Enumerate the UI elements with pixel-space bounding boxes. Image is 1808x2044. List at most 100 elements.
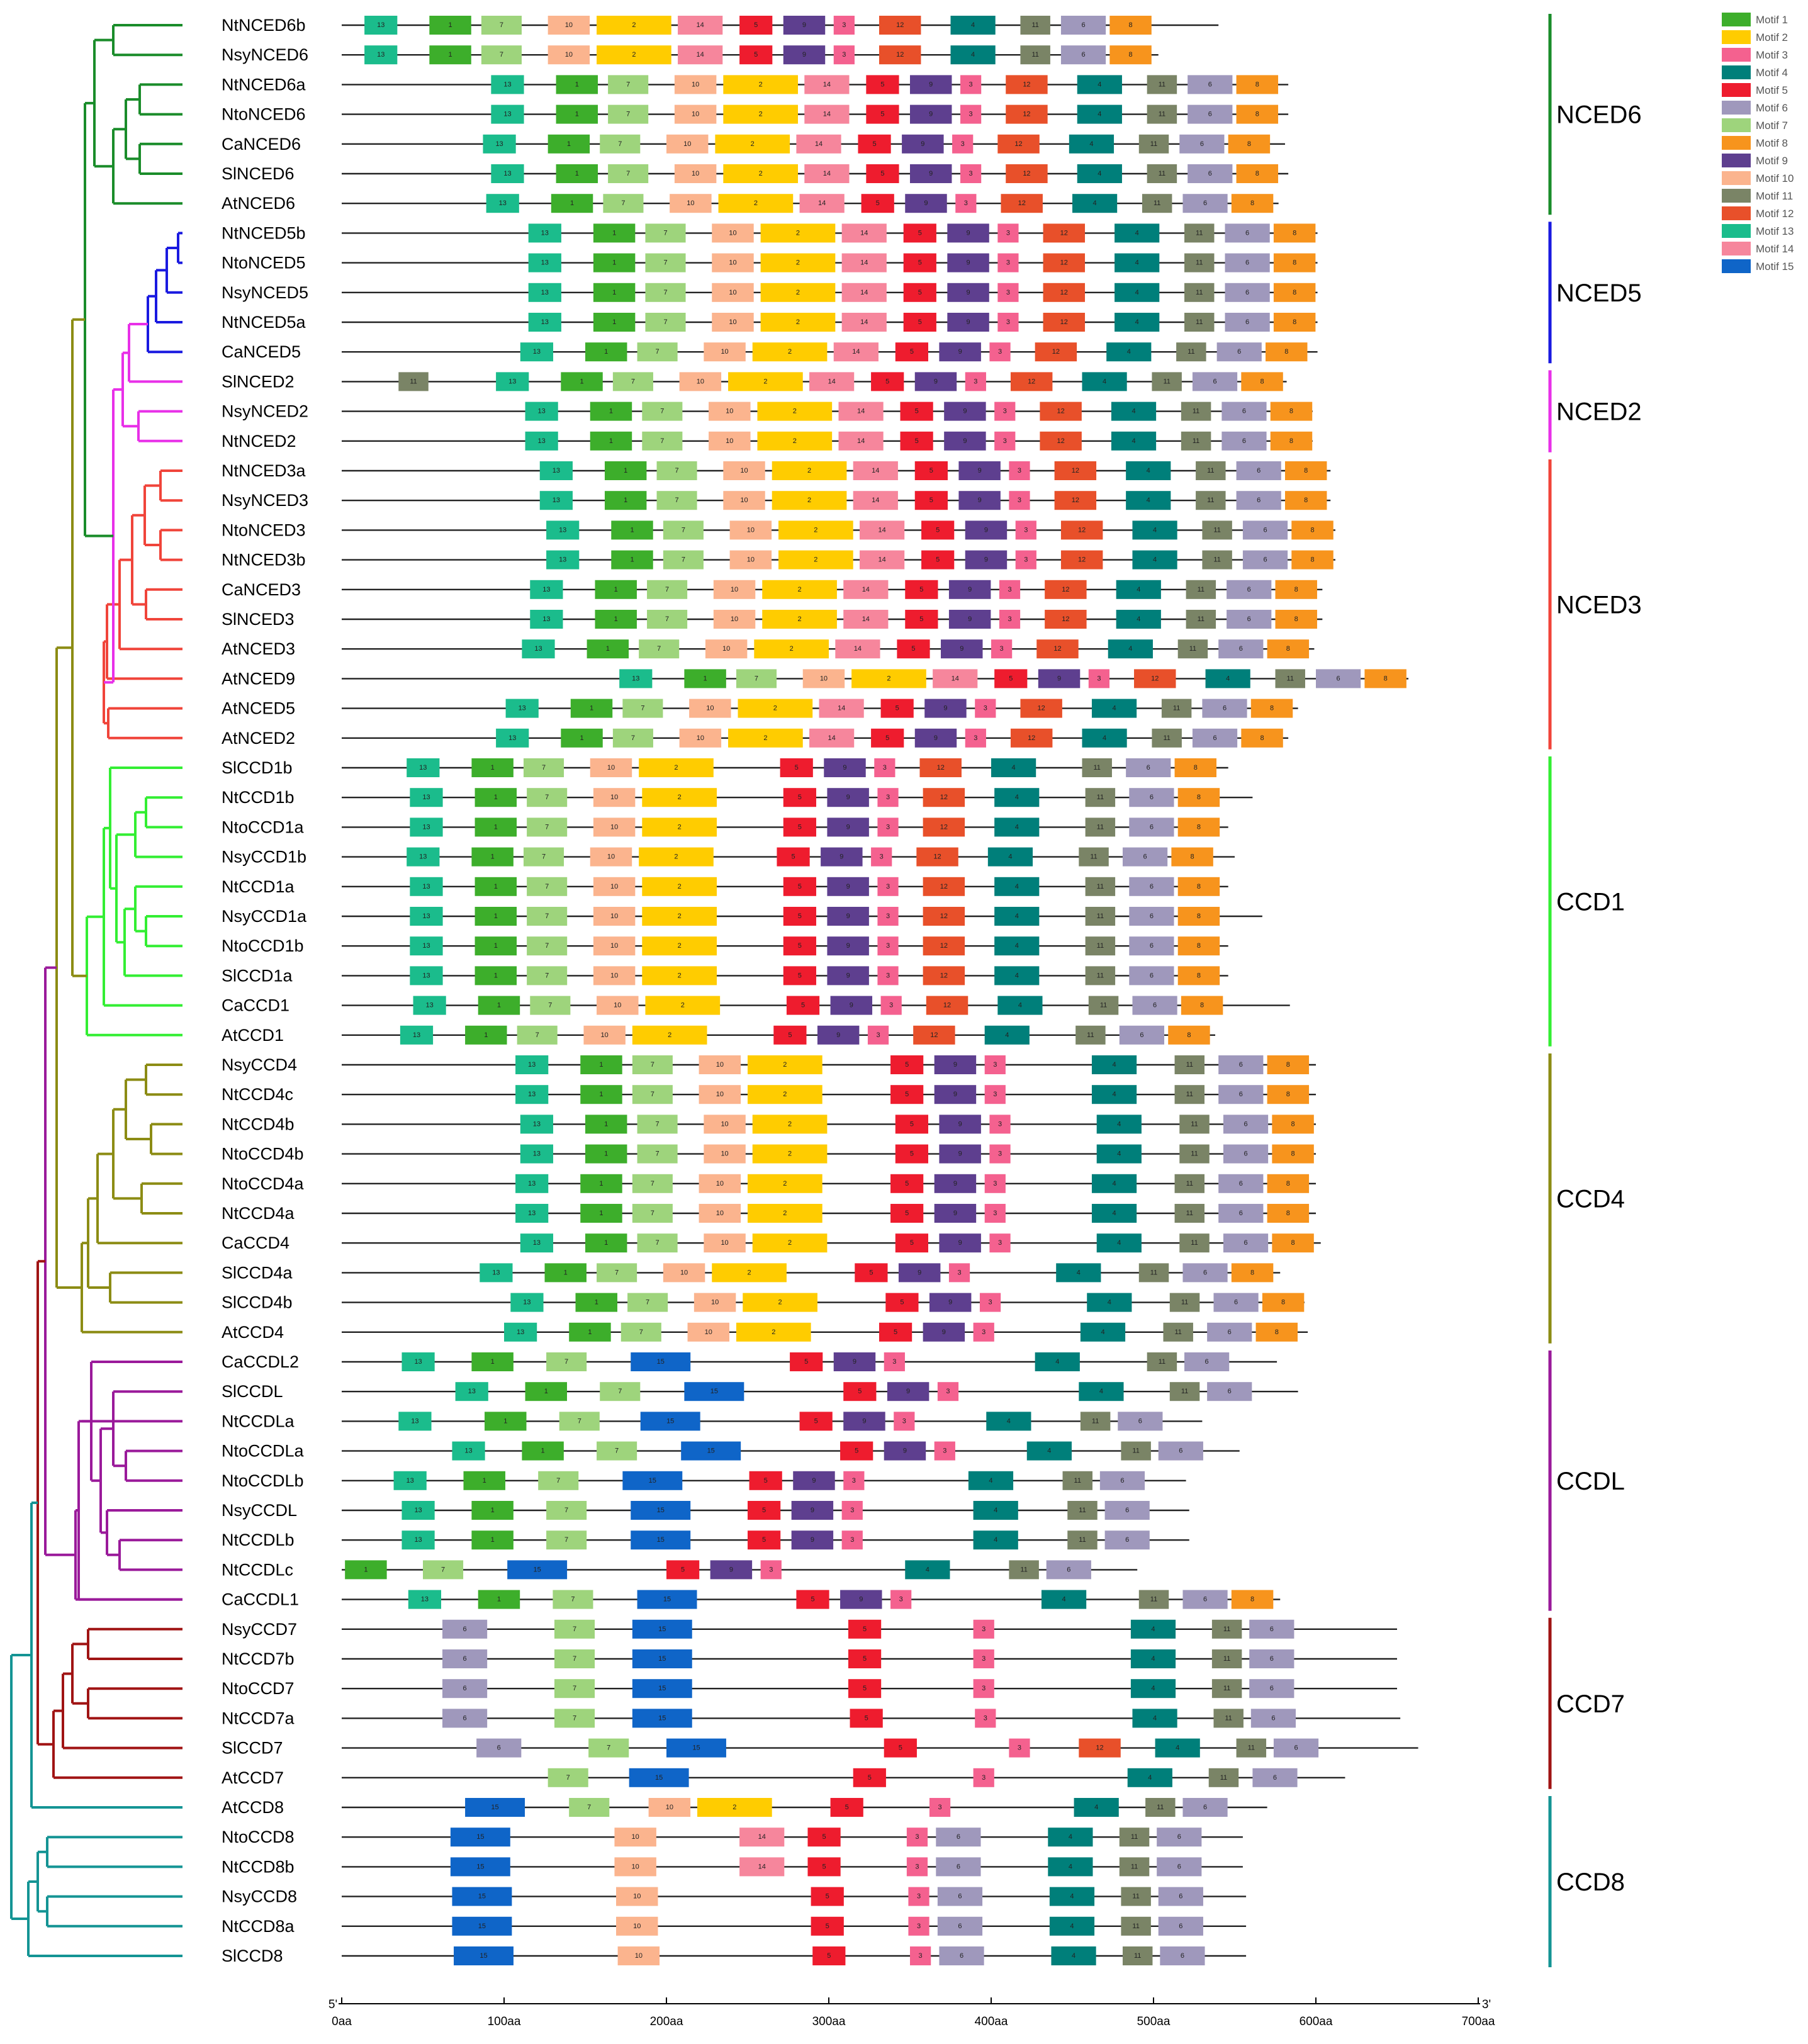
motif-box-number: 5 bbox=[880, 170, 884, 177]
motif-box-3 bbox=[984, 1174, 1006, 1193]
motif-box-2 bbox=[597, 16, 671, 35]
motif-box-6 bbox=[1192, 372, 1238, 391]
motif-box-number: 10 bbox=[740, 497, 748, 504]
motif-box-number: 6 bbox=[1200, 140, 1204, 148]
motif-box-7 bbox=[622, 699, 663, 718]
motif-box-5 bbox=[879, 1322, 912, 1342]
motif-box-3 bbox=[997, 313, 1019, 332]
motif-box-number: 15 bbox=[534, 1566, 541, 1573]
motif-box-1 bbox=[485, 1412, 527, 1431]
motif-box-number: 3 bbox=[1006, 259, 1010, 267]
motif-box-number: 1 bbox=[491, 853, 495, 861]
motif-box-6 bbox=[1046, 1560, 1091, 1580]
motif-box-6 bbox=[1242, 550, 1288, 570]
motif-box-number: 1 bbox=[575, 111, 579, 118]
motif-box-number: 9 bbox=[958, 348, 962, 356]
motif-box-8 bbox=[1267, 1174, 1310, 1193]
gene-label: SlCCD8 bbox=[222, 1946, 283, 1965]
motif-box-6 bbox=[1207, 1322, 1252, 1342]
motif-box-number: 10 bbox=[565, 51, 573, 59]
motif-box-9 bbox=[914, 728, 957, 748]
legend-swatch bbox=[1722, 101, 1751, 115]
motif-box-number: 6 bbox=[957, 1863, 960, 1870]
motif-box-number: 2 bbox=[632, 51, 636, 59]
motif-box-number: 9 bbox=[978, 497, 982, 504]
motif-box-1 bbox=[604, 491, 647, 510]
motif-box-number: 1 bbox=[567, 140, 571, 148]
motif-box-10 bbox=[593, 877, 636, 896]
motif-box-1 bbox=[611, 550, 653, 570]
motif-box-number: 13 bbox=[508, 734, 516, 742]
motif-box-11 bbox=[1275, 669, 1305, 688]
gene-label: CaNCED5 bbox=[222, 342, 301, 361]
motif-box-15 bbox=[640, 1412, 700, 1431]
motif-box-5 bbox=[890, 1055, 924, 1074]
motif-box-8 bbox=[1273, 313, 1316, 332]
motif-box-number: 5 bbox=[791, 853, 795, 861]
motif-box-7 bbox=[637, 1233, 678, 1253]
motif-box-4 bbox=[1130, 1649, 1176, 1668]
motif-box-number: 8 bbox=[1197, 823, 1201, 831]
motif-box-7 bbox=[647, 610, 688, 629]
motif-box-number: 10 bbox=[610, 942, 618, 950]
motif-box-9 bbox=[827, 817, 869, 837]
motif-box-15 bbox=[681, 1441, 741, 1461]
motif-box-number: 14 bbox=[823, 81, 831, 88]
motif-box-number: 3 bbox=[993, 1180, 997, 1188]
motif-box-number: 10 bbox=[692, 81, 699, 88]
motif-box-number: 7 bbox=[663, 259, 667, 267]
motif-box-8 bbox=[1272, 1144, 1314, 1164]
motif-box-number: 13 bbox=[538, 437, 546, 445]
motif-box-11 bbox=[1152, 372, 1182, 391]
clade-label: CCD4 bbox=[1556, 1185, 1625, 1213]
motif-box-number: 6 bbox=[1150, 912, 1154, 920]
gene-label: NtoNCED3 bbox=[222, 520, 306, 539]
motif-box-number: 7 bbox=[573, 1685, 576, 1692]
motif-box-number: 5 bbox=[814, 1417, 818, 1425]
motif-box-number: 11 bbox=[1154, 199, 1160, 207]
motif-box-5 bbox=[905, 610, 938, 629]
motif-box-number: 8 bbox=[1286, 1061, 1290, 1069]
motif-box-number: 1 bbox=[614, 615, 618, 623]
motif-box-number: 10 bbox=[610, 912, 618, 920]
motif-box-9 bbox=[827, 788, 869, 807]
motif-box-number: 9 bbox=[846, 912, 850, 920]
motif-box-2 bbox=[639, 847, 714, 867]
motif-box-9 bbox=[934, 1055, 977, 1074]
motif-box-9 bbox=[910, 75, 952, 94]
motif-box-number: 11 bbox=[1131, 1833, 1138, 1841]
motif-box-9 bbox=[939, 342, 981, 362]
motif-box-6 bbox=[1132, 996, 1177, 1015]
motif-box-number: 8 bbox=[1304, 467, 1308, 474]
motif-box-8 bbox=[1255, 1322, 1298, 1342]
motif-box-11 bbox=[1174, 1085, 1205, 1104]
motif-box-number: 6 bbox=[463, 1714, 467, 1722]
legend-label: Motif 2 bbox=[1756, 31, 1788, 43]
motif-box-number: 7 bbox=[545, 823, 549, 831]
motif-box-number: 6 bbox=[1125, 1507, 1129, 1514]
motif-box-2 bbox=[738, 699, 813, 718]
motif-box-3 bbox=[960, 75, 982, 94]
motif-box-7 bbox=[588, 1738, 629, 1758]
motif-box-number: 6 bbox=[463, 1626, 467, 1633]
motif-box-13 bbox=[528, 313, 561, 332]
motif-box-number: 8 bbox=[1250, 1269, 1254, 1276]
motif-box-6 bbox=[1188, 164, 1233, 183]
motif-box-6 bbox=[1157, 1828, 1202, 1847]
motif-box-number: 8 bbox=[1270, 705, 1274, 712]
motif-box-number: 10 bbox=[716, 1061, 724, 1069]
motif-box-number: 6 bbox=[1294, 1744, 1298, 1752]
gene-label: NtoNCED6 bbox=[222, 105, 306, 124]
motif-box-number: 6 bbox=[1150, 794, 1154, 801]
motif-box-7 bbox=[632, 1055, 673, 1074]
motif-box-1 bbox=[684, 669, 726, 688]
motif-box-number: 8 bbox=[1284, 348, 1288, 356]
axis-tick-label: 400aa bbox=[975, 2015, 1008, 2028]
motif-box-14 bbox=[678, 45, 723, 65]
motif-box-number: 1 bbox=[544, 1388, 548, 1395]
motif-box-number: 9 bbox=[862, 1417, 866, 1425]
motif-box-number: 4 bbox=[1147, 497, 1150, 504]
motif-box-13 bbox=[486, 194, 519, 213]
motif-box-number: 7 bbox=[545, 942, 549, 950]
motif-box-3 bbox=[867, 1025, 889, 1045]
